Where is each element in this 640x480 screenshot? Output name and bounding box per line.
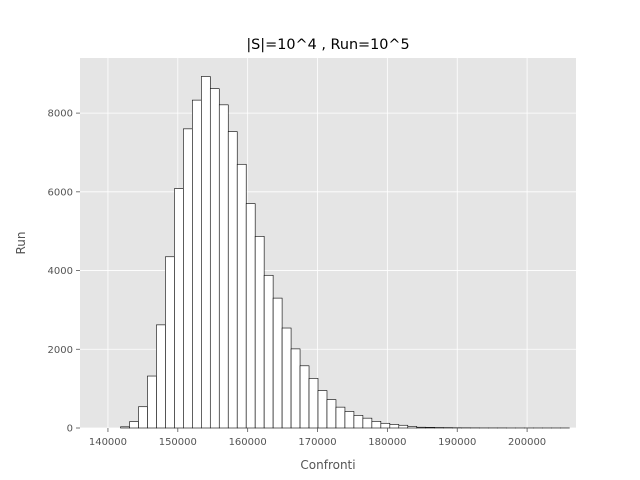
histogram-bar: [389, 424, 400, 429]
x-axis-ticks: 140000 150000 160000 170000 180000 190000 2000…: [89, 428, 546, 448]
x-tick-label: 200000: [508, 437, 546, 448]
histogram-bar: [308, 378, 319, 429]
histogram-bar: [263, 274, 274, 429]
histogram-bar: [281, 327, 292, 429]
histogram-bar: [147, 375, 157, 429]
histogram-bar: [192, 99, 202, 429]
histogram-bar: [156, 324, 166, 429]
y-tick-label: 4000: [48, 266, 73, 277]
histogram-bar: [245, 203, 256, 429]
x-tick-label: 150000: [159, 437, 197, 448]
histogram-bar: [353, 415, 364, 429]
histogram-bar: [335, 406, 346, 429]
x-tick-label: 190000: [438, 437, 476, 448]
y-axis-label: Run: [14, 231, 28, 254]
y-tick-label: 8000: [48, 109, 73, 120]
histogram-bar: [362, 417, 373, 429]
histogram-bar: [299, 365, 310, 429]
histogram-bar: [398, 424, 409, 429]
histogram-bar: [326, 399, 337, 429]
histogram-bar: [407, 426, 418, 429]
x-tick-label: 140000: [89, 437, 127, 448]
histogram-bar: [120, 426, 130, 429]
histogram-bar: [174, 188, 184, 429]
histogram-bar: [254, 236, 265, 429]
histogram-bar: [380, 422, 391, 429]
histogram-bar: [165, 256, 175, 429]
histogram-bar: [138, 406, 148, 429]
y-axis-ticks: 0 2000 4000 6000 8000: [48, 109, 80, 435]
histogram-bar: [272, 297, 283, 429]
histogram-bar: [218, 104, 229, 429]
x-tick-label: 180000: [368, 437, 406, 448]
histogram-bar: [183, 128, 193, 429]
histogram-bar: [227, 131, 238, 429]
chart-title: |S|=10^4 , Run=10^5: [246, 37, 409, 53]
y-tick-label: 0: [67, 424, 73, 435]
histogram-bar: [425, 427, 436, 429]
histogram-bar: [236, 163, 247, 429]
histogram-bar: [129, 421, 139, 429]
x-tick-label: 170000: [298, 437, 336, 448]
x-tick-label: 160000: [229, 437, 267, 448]
histogram-bar: [209, 88, 220, 429]
histogram-bar: [344, 411, 355, 429]
histogram-bar: [416, 426, 427, 429]
y-tick-label: 2000: [48, 345, 73, 356]
x-axis-label: Confronti: [300, 458, 355, 472]
histogram-bars: [120, 76, 570, 429]
histogram-bar: [290, 348, 301, 429]
histogram-bar: [371, 421, 382, 429]
histogram-bar: [201, 76, 211, 429]
histogram-bar: [317, 390, 328, 429]
y-tick-label: 6000: [48, 187, 73, 198]
